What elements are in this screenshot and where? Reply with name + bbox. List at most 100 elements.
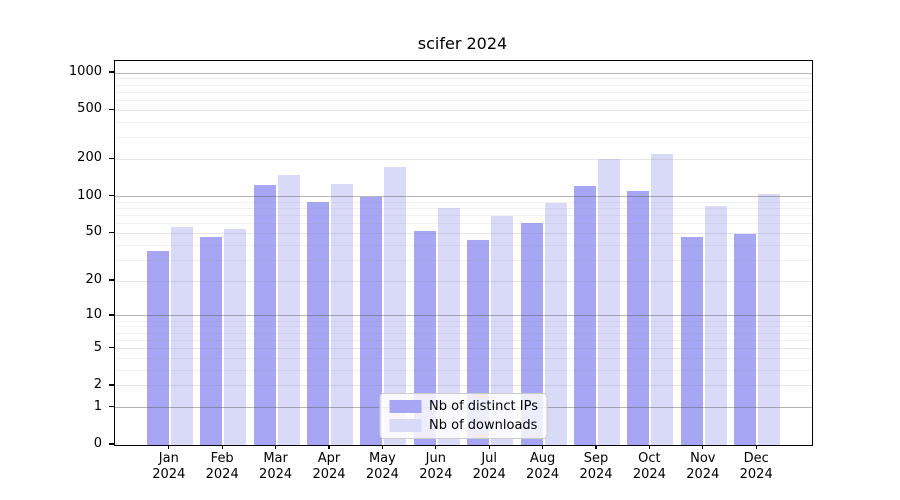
gridline-100 [115, 196, 812, 197]
y-tick-label-0: 0 [93, 436, 102, 451]
y-tick-label-20: 20 [85, 272, 102, 288]
x-tick-label-sep: Sep 2024 [579, 451, 613, 482]
x-tick-mark-nov [702, 445, 704, 450]
y-tick-label-50: 50 [85, 224, 102, 240]
bar-downloads-apr [331, 184, 353, 445]
y-tick-mark-500 [109, 108, 114, 110]
gridline-minor-60 [115, 223, 812, 225]
legend-label-downloads: Nb of downloads [429, 418, 538, 433]
y-tick-label-10: 10 [85, 306, 102, 322]
bar-downloads-sep [598, 159, 620, 445]
y-tick-mark-5 [109, 346, 114, 349]
gridline-minor-900 [115, 78, 812, 80]
x-tick-mark-apr [328, 445, 330, 450]
bar-downloads-jan [170, 227, 193, 445]
gridline-minor-4 [115, 357, 812, 359]
plot-area: Nb of distinct IPs Nb of downloads [114, 60, 813, 446]
bar-downloads-nov [704, 205, 727, 445]
gridline-minor-80 [115, 207, 812, 209]
y-tick-mark-0 [109, 443, 114, 445]
bar-downloads-may [384, 166, 407, 445]
x-tick-mark-mar [274, 445, 277, 450]
gridline-minor-9 [115, 320, 812, 322]
y-tick-mark-2 [109, 384, 114, 386]
x-tick-label-mar: Mar 2024 [259, 451, 293, 482]
y-tick-label-1000: 1000 [68, 64, 102, 79]
y-tick-mark-200 [109, 157, 114, 160]
gridline-minor-800 [115, 84, 812, 86]
gridline-10 [115, 315, 812, 317]
gridline-minor-600 [115, 99, 812, 101]
y-tick-label-5: 5 [93, 339, 102, 355]
y-tick-mark-1000 [109, 71, 114, 73]
gridline-minor-90 [115, 201, 812, 203]
y-tick-mark-100 [109, 194, 114, 197]
gridline-minor-40 [115, 244, 812, 246]
bar-downloads-mar [277, 175, 300, 445]
x-tick-label-jun: Jun 2024 [419, 451, 453, 482]
bar-distinct-ips-jan [146, 250, 169, 445]
bar-downloads-jun [437, 207, 460, 445]
gridline-5 [115, 348, 812, 350]
x-tick-mark-jan [168, 445, 170, 450]
x-tick-mark-dec [755, 445, 757, 450]
gridline-minor-700 [115, 91, 812, 93]
x-tick-mark-feb [221, 445, 223, 450]
bar-distinct-ips-mar [253, 185, 276, 445]
x-tick-label-oct: Oct 2024 [632, 451, 666, 482]
x-tick-mark-jun [435, 445, 437, 450]
bar-distinct-ips-nov [680, 236, 703, 445]
gridline-50 [115, 232, 812, 234]
y-tick-mark-20 [109, 279, 114, 281]
x-tick-label-nov: Nov 2024 [686, 451, 720, 482]
gridline-minor-7 [115, 332, 812, 334]
legend-label-distinct-ips: Nb of distinct IPs [429, 399, 538, 414]
y-tick-label-1: 1 [93, 398, 102, 414]
bar-distinct-ips-apr [307, 202, 329, 445]
y-tick-label-100: 100 [77, 187, 102, 203]
x-tick-mark-aug [541, 445, 544, 450]
x-tick-mark-may [381, 445, 384, 450]
bar-distinct-ips-feb [200, 236, 223, 445]
y-tick-label-2: 2 [93, 376, 102, 392]
legend: Nb of distinct IPs Nb of downloads [379, 393, 548, 439]
bar-distinct-ips-jun [413, 231, 436, 445]
gridline-minor-300 [115, 137, 812, 139]
bar-distinct-ips-dec [734, 234, 757, 445]
gridline-2 [115, 385, 812, 387]
y-tick-label-500: 500 [77, 101, 102, 117]
gridline-20 [115, 280, 812, 282]
gridline-minor-3 [115, 369, 812, 371]
gridline-minor-70 [115, 214, 812, 216]
y-tick-mark-50 [109, 231, 114, 233]
x-tick-label-aug: Aug 2024 [526, 451, 560, 482]
x-tick-mark-sep [595, 445, 597, 450]
x-tick-mark-oct [648, 445, 651, 450]
x-tick-label-apr: Apr 2024 [312, 451, 346, 482]
gridline-minor-8 [115, 326, 812, 328]
bar-downloads-aug [544, 202, 567, 445]
bar-distinct-ips-sep [574, 186, 596, 445]
gridline-1000 [115, 72, 812, 74]
bar-distinct-ips-oct [627, 190, 650, 445]
bar-downloads-feb [224, 229, 247, 445]
gridline-minor-6 [115, 339, 812, 341]
x-tick-label-feb: Feb 2024 [205, 451, 239, 482]
y-tick-label-200: 200 [77, 150, 102, 166]
bar-downloads-jul [491, 216, 514, 445]
legend-row-distinct-ips: Nb of distinct IPs [389, 399, 538, 414]
x-tick-mark-jul [488, 445, 490, 450]
y-tick-mark-10 [109, 314, 114, 316]
bar-downloads-dec [758, 194, 781, 445]
x-tick-label-jul: Jul 2024 [472, 451, 506, 482]
gridline-200 [115, 158, 812, 160]
gridline-minor-400 [115, 121, 812, 123]
legend-row-downloads: Nb of downloads [389, 418, 538, 433]
bar-distinct-ips-may [360, 196, 383, 445]
legend-swatch-downloads [389, 419, 422, 432]
legend-swatch-distinct-ips [389, 400, 422, 413]
gridline-500 [115, 109, 812, 111]
x-tick-label-dec: Dec 2024 [739, 451, 773, 482]
gridline-minor-30 [115, 259, 812, 261]
